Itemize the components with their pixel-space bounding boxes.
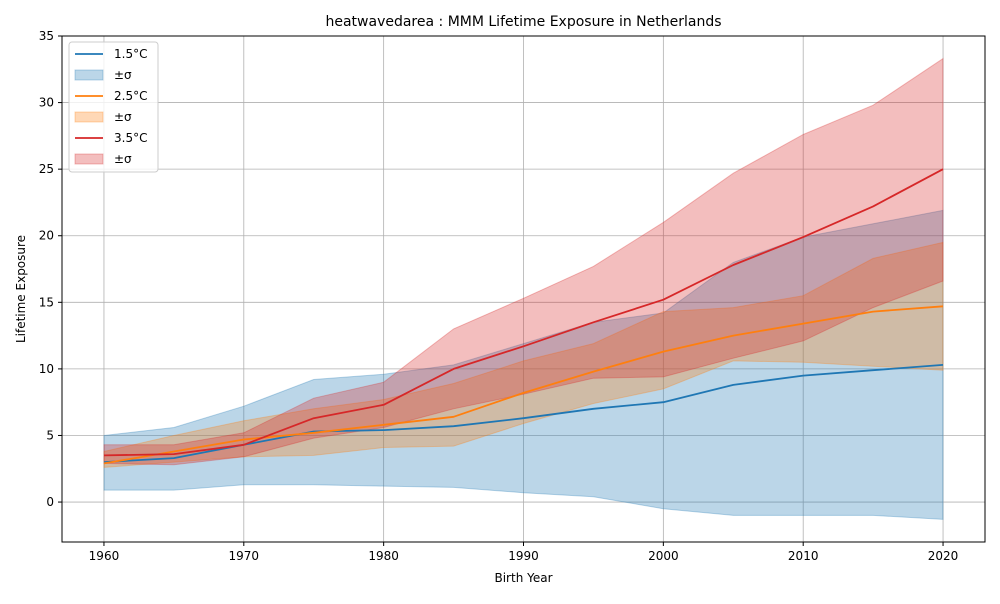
legend-band-swatch	[74, 111, 104, 123]
x-axis-label: Birth Year	[494, 571, 552, 585]
x-tick-label: 2000	[648, 549, 679, 563]
legend-box	[68, 41, 159, 173]
x-tick-label: 2020	[928, 549, 959, 563]
legend-label: ±σ	[114, 152, 132, 166]
x-tick-label: 1990	[508, 549, 539, 563]
x-tick-label: 2010	[788, 549, 819, 563]
sigma-bands	[103, 57, 944, 520]
legend-label: ±σ	[114, 110, 132, 124]
y-tick-label: 25	[39, 162, 54, 176]
legend-label: 3.5°C	[114, 131, 147, 145]
mean-lines	[103, 168, 944, 465]
mean-line-3	[103, 168, 944, 457]
legend-label: 1.5°C	[114, 47, 147, 61]
legend-band-swatch	[74, 69, 104, 81]
sigma-band-1	[103, 209, 944, 520]
y-tick-label: 35	[39, 29, 54, 43]
y-axis-label: Lifetime Exposure	[14, 235, 28, 343]
mean-line-2	[103, 305, 944, 465]
sigma-band-3	[103, 57, 944, 466]
legend-band-swatch	[74, 153, 104, 165]
chart-title: heatwavedarea : MMM Lifetime Exposure in…	[325, 14, 721, 30]
y-tick-label: 20	[39, 229, 54, 243]
x-tick-label: 1960	[89, 549, 120, 563]
y-tick-label: 0	[46, 495, 54, 509]
y-tick-label: 5	[46, 428, 54, 442]
axis-ticks: 1960 1970 1980 1990 2000 2010 2020 0 5 10 15 20 25 30…	[39, 29, 959, 563]
x-tick-label: 1970	[229, 549, 260, 563]
y-tick-label: 15	[39, 295, 54, 309]
legend-label: ±σ	[114, 68, 132, 82]
sigma-band-2	[103, 241, 944, 468]
legend-label: 2.5°C	[114, 89, 147, 103]
legend: 1.5°C ±σ 2.5°C ±σ 3.5°C ±σ	[68, 41, 159, 173]
y-tick-label: 30	[39, 96, 54, 110]
x-tick-label: 1980	[368, 549, 399, 563]
y-tick-label: 10	[39, 362, 54, 376]
